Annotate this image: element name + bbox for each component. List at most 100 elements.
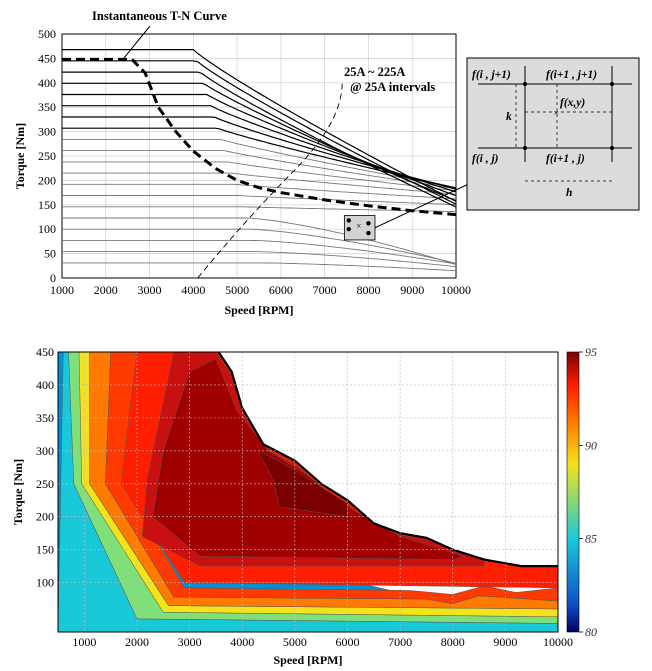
- efficiency-band-93: [141, 352, 485, 567]
- current-curve: [62, 161, 457, 192]
- tn-curve-leader: [123, 25, 151, 59]
- efficiency-band-94: [152, 358, 465, 560]
- colorbar: [566, 351, 580, 633]
- y-tick-label: 350: [38, 100, 56, 114]
- y-tick-label: 100: [36, 576, 54, 590]
- current-curve: [62, 228, 457, 264]
- x-tick-label: 6000: [335, 635, 359, 649]
- y-axis-label: Torque [Nm]: [13, 123, 27, 189]
- current-curve: [62, 49, 457, 202]
- inset-node: [610, 146, 614, 150]
- y-tick-label: 50: [44, 247, 56, 261]
- x-tick-label: 1000: [50, 283, 74, 297]
- x-tick-label: 4000: [181, 283, 205, 297]
- efficiency-band: [58, 352, 558, 632]
- y-tick-label: 250: [38, 149, 56, 163]
- efficiency-band-95: [257, 450, 348, 517]
- current-curve: [62, 262, 457, 272]
- x-tick-label: 2000: [94, 283, 118, 297]
- x-tick-label: 9000: [400, 283, 424, 297]
- plot-frame: [61, 33, 457, 279]
- y-tick-label: 400: [38, 76, 56, 90]
- current-curve: [62, 71, 457, 208]
- current-curve: [62, 172, 457, 195]
- y-tick-label: 500: [38, 27, 56, 41]
- y-tick-label: 200: [36, 510, 54, 524]
- cell-corner-point: [366, 230, 371, 236]
- efficiency-band: [58, 352, 558, 632]
- x-tick-label: 10000: [543, 635, 573, 649]
- x-tick-label: 7000: [313, 283, 337, 297]
- x-tick-label: 3000: [138, 283, 162, 297]
- x-tick-label: 6000: [269, 283, 293, 297]
- cell-corner-point: [346, 218, 351, 223]
- current-range-label: 25A ~ 225A: [344, 65, 405, 79]
- current-interval-label: @ 25A intervals: [350, 80, 435, 94]
- efficiency-band: [68, 352, 558, 624]
- y-tick-label: 150: [36, 543, 54, 557]
- inset-center-mark: ×: [553, 108, 558, 118]
- y-axis-label: Torque [Nm]: [11, 459, 25, 525]
- outside-envelope: [218, 352, 558, 567]
- current-curve: [62, 251, 457, 268]
- y-tick-label: 150: [38, 198, 56, 212]
- cell-center-mark: ×: [356, 221, 361, 231]
- interpolation-inset: × f(i , j+1) f(i+1 , j+1) f(x,y) f(i , j) f(i…: [466, 57, 640, 211]
- colorbar-tick-label: 90: [585, 438, 597, 452]
- x-tick-label: 5000: [283, 635, 307, 649]
- tn-curve-chart: 1000 2000 3000 4000 5000 6000 7000 8000 9000 1000…: [13, 9, 640, 317]
- inset-node: [610, 82, 614, 86]
- envelope-edge: [217, 352, 558, 568]
- cell-corner-point: [346, 227, 351, 232]
- inset-node: [523, 146, 527, 150]
- x-tick-label: 8000: [441, 635, 465, 649]
- y-tick-label: 200: [38, 173, 56, 187]
- x-tick-label: 7000: [388, 635, 412, 649]
- inset-label-h: h: [566, 187, 572, 199]
- efficiency-band: [89, 352, 558, 610]
- x-tick-label: 10000: [441, 283, 471, 297]
- boundary-dashed-curve: [197, 82, 343, 279]
- cell-corner-point: [366, 221, 371, 226]
- colorbar-tick-label: 80: [585, 625, 597, 639]
- inset-label-center: f(x,y): [560, 97, 585, 109]
- x-axis-label: Speed [RPM]: [274, 653, 343, 667]
- inset-label-top-right: f(i+1 , j+1): [546, 69, 597, 81]
- y-tick-label: 300: [38, 125, 56, 139]
- current-curve: [62, 82, 457, 202]
- efficiency-contours: [58, 352, 558, 632]
- inset-label-bottom-left: f(i , j): [472, 153, 499, 165]
- efficiency-band-92: [120, 352, 558, 589]
- x-tick-label: 9000: [493, 635, 517, 649]
- y-tick-label: 0: [50, 271, 56, 285]
- x-tick-label: 8000: [356, 283, 380, 297]
- y-tick-label: 450: [38, 51, 56, 65]
- colorbar-tick-label: 85: [585, 532, 597, 546]
- inset-node: [523, 82, 527, 86]
- inset-label-bottom-right: f(i+1 , j): [546, 153, 585, 165]
- y-tick-label: 450: [36, 345, 54, 359]
- current-curve: [62, 217, 457, 266]
- y-tick-label: 400: [36, 378, 54, 392]
- y-tick-label: 350: [36, 411, 54, 425]
- y-tick-label: 250: [36, 477, 54, 491]
- x-tick-label: 1000: [72, 635, 96, 649]
- current-curve: [62, 150, 457, 190]
- x-axis-label: Speed [RPM]: [225, 303, 294, 317]
- efficiency-band: [105, 352, 558, 604]
- x-tick-label: 2000: [125, 635, 149, 649]
- current-curve: [62, 195, 457, 206]
- current-curve: [62, 60, 457, 205]
- inset-label-top-left: f(i , j+1): [472, 69, 511, 81]
- y-tick-label: 100: [38, 222, 56, 236]
- y-tick-label: 300: [36, 444, 54, 458]
- x-tick-label: 4000: [230, 635, 254, 649]
- tn-curve-label: Instantaneous T-N Curve: [92, 9, 227, 23]
- efficiency-band: [58, 352, 69, 632]
- inset-label-k: k: [506, 111, 512, 123]
- x-tick-label: 3000: [178, 635, 202, 649]
- plot-background: [58, 352, 558, 632]
- x-tick-label: 5000: [225, 283, 249, 297]
- current-curve: [62, 239, 457, 265]
- current-curve-family: [62, 49, 457, 272]
